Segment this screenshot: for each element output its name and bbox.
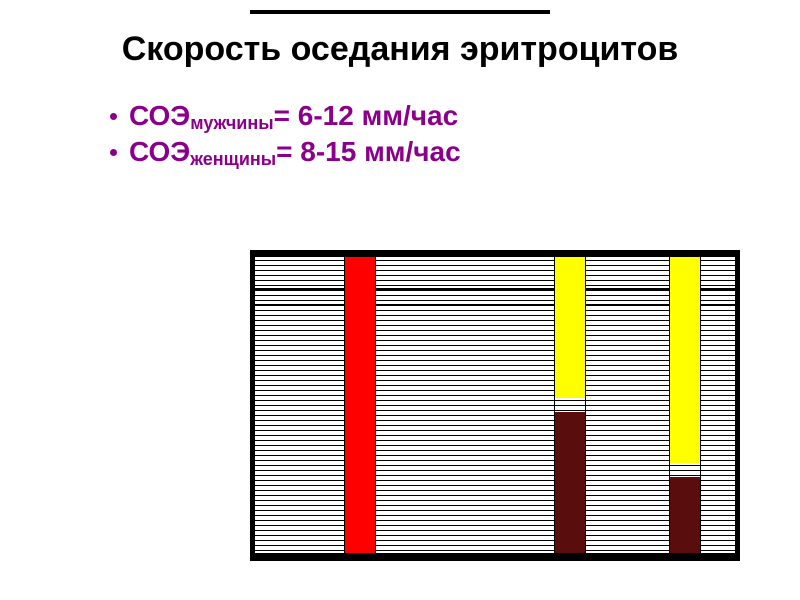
diagram-border: [250, 250, 740, 257]
grid-line: [250, 355, 740, 356]
bullet-main: СОЭ: [129, 136, 190, 168]
grid-line: [250, 270, 740, 271]
slide: Скорость оседания эритроцитов СОЭмужчины…: [0, 0, 800, 600]
grid-line: [250, 265, 740, 266]
grid-line: [250, 540, 740, 541]
tube-segment: [345, 257, 375, 553]
grid-line: [250, 435, 740, 436]
bullet-value: = 6-12 мм/час: [274, 100, 459, 132]
grid-line: [250, 375, 740, 376]
bullet-item: СОЭмужчины = 6-12 мм/час: [110, 100, 461, 132]
grid-line: [250, 280, 740, 281]
grid-line: [250, 385, 740, 386]
grid-line: [250, 330, 740, 331]
esr-tube: [345, 257, 375, 553]
esr-diagram: [250, 250, 740, 560]
top-rule: [250, 10, 550, 14]
grid-line: [250, 290, 740, 291]
grid-line: [250, 285, 740, 286]
bullet-sub: мужчины: [190, 113, 273, 134]
bullet-item: СОЭженщины = 8-15 мм/час: [110, 136, 461, 168]
tube-segment: [670, 477, 700, 553]
grid-line: [250, 400, 740, 401]
esr-tube: [555, 257, 585, 553]
grid-line: [250, 340, 740, 341]
diagram-canvas: [250, 250, 740, 560]
grid-line: [250, 430, 740, 431]
grid-line: [250, 550, 740, 551]
grid-line: [250, 515, 740, 516]
grid-line: [250, 535, 740, 536]
grid-line-bold: [250, 288, 740, 290]
grid-line: [250, 530, 740, 531]
grid-line: [250, 450, 740, 451]
diagram-border: [250, 553, 740, 560]
grid-line: [250, 470, 740, 471]
bullet-sub: женщины: [190, 149, 276, 170]
grid-line: [250, 410, 740, 411]
grid-line: [250, 500, 740, 501]
grid-line: [250, 335, 740, 336]
slide-title: Скорость оседания эритроцитов: [0, 30, 800, 69]
diagram-border: [250, 250, 255, 560]
grid-line: [250, 315, 740, 316]
esr-tube: [670, 257, 700, 553]
grid-line: [250, 390, 740, 391]
bullet-list: СОЭмужчины = 6-12 мм/часСОЭженщины = 8-1…: [110, 100, 461, 172]
grid-line: [250, 460, 740, 461]
bullet-value: = 8-15 мм/час: [276, 136, 461, 168]
grid-line: [250, 510, 740, 511]
grid-line: [250, 490, 740, 491]
grid-line: [250, 370, 740, 371]
tube-segment: [555, 257, 585, 398]
tube-segment: [555, 412, 585, 553]
grid-line-bold: [250, 304, 740, 306]
grid-line: [250, 485, 740, 486]
grid-line: [250, 520, 740, 521]
grid-line: [250, 360, 740, 361]
grid-line: [250, 310, 740, 311]
grid-line: [250, 465, 740, 466]
grid-line: [250, 525, 740, 526]
grid-line: [250, 560, 740, 561]
grid-line: [250, 480, 740, 481]
grid-line: [250, 325, 740, 326]
grid-line: [250, 495, 740, 496]
grid-line: [250, 445, 740, 446]
grid-line: [250, 505, 740, 506]
grid-line: [250, 320, 740, 321]
grid-line: [250, 345, 740, 346]
bullet-dot-icon: [110, 113, 117, 120]
grid-line: [250, 405, 740, 406]
grid-line: [250, 415, 740, 416]
grid-line: [250, 260, 740, 261]
grid-line: [250, 395, 740, 396]
grid-line: [250, 295, 740, 296]
bullet-main: СОЭ: [129, 100, 190, 132]
grid-line: [250, 275, 740, 276]
grid-line: [250, 455, 740, 456]
bullet-dot-icon: [110, 149, 117, 156]
grid-line: [250, 425, 740, 426]
grid-line: [250, 420, 740, 421]
grid-line: [250, 380, 740, 381]
tube-segment: [670, 257, 700, 463]
grid-line: [250, 545, 740, 546]
grid-line: [250, 350, 740, 351]
grid-line: [250, 475, 740, 476]
diagram-border: [735, 250, 740, 560]
grid-line: [250, 300, 740, 301]
grid-line: [250, 440, 740, 441]
grid-line: [250, 365, 740, 366]
